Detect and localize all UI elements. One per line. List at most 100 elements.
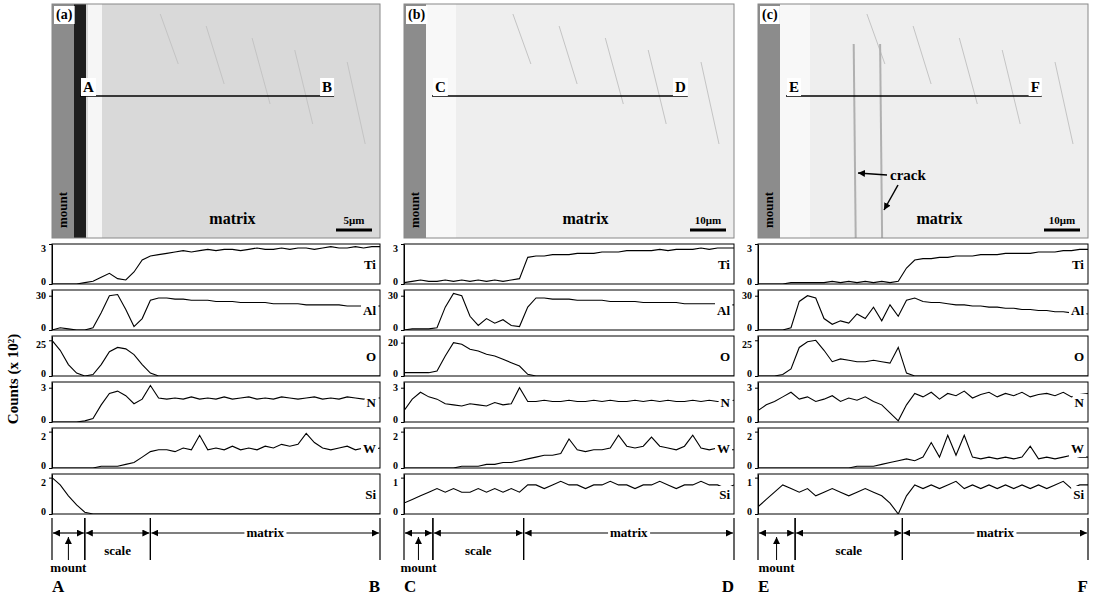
scan-plot: 025 O xyxy=(36,336,380,379)
region-pointer xyxy=(418,537,419,560)
y-tick: 0 xyxy=(41,414,52,425)
y-tick-mark xyxy=(49,340,52,341)
scan-end: F xyxy=(1031,79,1040,95)
region-boundary xyxy=(757,518,758,560)
y-tick: 30 xyxy=(388,290,404,301)
y-axis: 030 xyxy=(742,290,759,332)
crack-arrow xyxy=(884,185,898,210)
element-label-bg xyxy=(1069,440,1086,457)
scale-bar xyxy=(690,229,726,232)
region-label: scale xyxy=(835,543,862,558)
y-axis: 025 xyxy=(36,337,53,379)
panel: (a)mountABmatrix5μm03Ti030Al025O03N02W02… xyxy=(36,4,380,596)
scan-line-W xyxy=(52,433,380,468)
scan-line-O xyxy=(404,343,734,376)
plot-frame xyxy=(758,336,1088,376)
region-boundary xyxy=(84,518,85,560)
region-boundary xyxy=(432,518,433,560)
y-tick: 0 xyxy=(747,506,758,517)
mount-area xyxy=(758,4,780,238)
y-tick: 0 xyxy=(41,276,52,287)
element-label: Si xyxy=(719,487,730,502)
y-tick-label: 20 xyxy=(388,337,398,348)
element-label-bg xyxy=(363,486,378,503)
y-tick: 1 xyxy=(393,477,404,488)
y-axis-line xyxy=(404,383,405,423)
region-boundary xyxy=(795,518,796,560)
texture xyxy=(913,26,931,84)
scan-start-bg xyxy=(787,78,801,96)
scale-bar xyxy=(1044,229,1080,232)
scan-start-label: C xyxy=(404,577,416,596)
element-label-bg xyxy=(715,302,732,319)
scale-band xyxy=(74,4,86,238)
y-tick-mark xyxy=(755,376,758,377)
y-tick-mark xyxy=(49,284,52,285)
y-axis: 025 xyxy=(742,337,759,379)
element-label: Al xyxy=(717,303,730,318)
scan-start: A xyxy=(83,79,94,95)
y-axis-line xyxy=(52,291,53,331)
y-axis: 02 xyxy=(747,429,759,471)
y-axis: 030 xyxy=(36,290,53,332)
scan-line xyxy=(432,95,688,97)
element-label: Ti xyxy=(718,257,730,272)
plot-frame xyxy=(404,382,734,422)
y-tick-label: 30 xyxy=(742,290,752,301)
y-tick-mark xyxy=(49,478,52,479)
y-tick-mark xyxy=(755,330,758,331)
y-tick-label: 1 xyxy=(747,477,752,488)
y-axis-title: Counts (x 10²) xyxy=(5,334,22,424)
panel-letter: (b) xyxy=(408,7,425,23)
micrograph: (c)mountEFmatrix10μmcrack xyxy=(758,4,1088,238)
plot-frame xyxy=(52,336,380,376)
element-label: W xyxy=(1071,441,1084,456)
plot-frame xyxy=(52,474,380,514)
region-boundary xyxy=(733,518,734,560)
y-tick-mark xyxy=(755,468,758,469)
texture xyxy=(295,50,313,124)
y-tick-mark xyxy=(755,478,758,479)
element-label: Si xyxy=(365,487,376,502)
y-tick: 2 xyxy=(41,431,52,442)
y-axis-line xyxy=(758,429,759,469)
region-arrow xyxy=(434,532,523,533)
y-axis-line xyxy=(404,475,405,515)
texture xyxy=(206,26,224,84)
y-axis: 03 xyxy=(747,243,759,287)
element-label-bg xyxy=(365,394,379,411)
panel: (c)mountEFmatrix10μmcrack03Ti030Al025O03… xyxy=(742,4,1088,596)
scan-line-Al xyxy=(52,295,380,330)
y-tick-mark xyxy=(49,514,52,515)
scan-end-bg xyxy=(320,78,334,96)
plot-frame xyxy=(52,244,380,284)
y-tick-mark xyxy=(401,376,404,377)
y-tick-label: 2 xyxy=(747,431,752,442)
y-tick-label: 0 xyxy=(41,414,46,425)
y-tick: 0 xyxy=(41,460,52,471)
y-tick: 0 xyxy=(747,368,758,379)
texture xyxy=(648,50,666,124)
scan-end: B xyxy=(322,79,332,95)
y-tick: 3 xyxy=(393,382,404,393)
element-label-bg xyxy=(361,302,378,319)
y-axis-line xyxy=(52,245,53,285)
region-boundary xyxy=(1087,518,1088,560)
region-label: matrix xyxy=(976,525,1014,540)
region-pointer xyxy=(776,537,777,560)
scan-start: E xyxy=(789,79,799,95)
y-tick-mark xyxy=(401,343,404,344)
y-tick: 2 xyxy=(747,431,758,442)
element-label: O xyxy=(366,349,376,364)
scan-end-bg xyxy=(1029,78,1042,96)
element-label-bg xyxy=(717,486,732,503)
y-tick-label: 0 xyxy=(747,460,752,471)
y-axis: 02 xyxy=(41,429,53,471)
scan-line-N xyxy=(52,385,380,422)
y-tick-mark xyxy=(49,376,52,377)
y-axis-line xyxy=(758,475,759,515)
micrograph: (a)mountABmatrix5μm xyxy=(52,4,380,238)
scan-start: C xyxy=(435,79,446,95)
region-label: matrix xyxy=(610,525,648,540)
regions: mountscalematrix xyxy=(50,518,380,575)
